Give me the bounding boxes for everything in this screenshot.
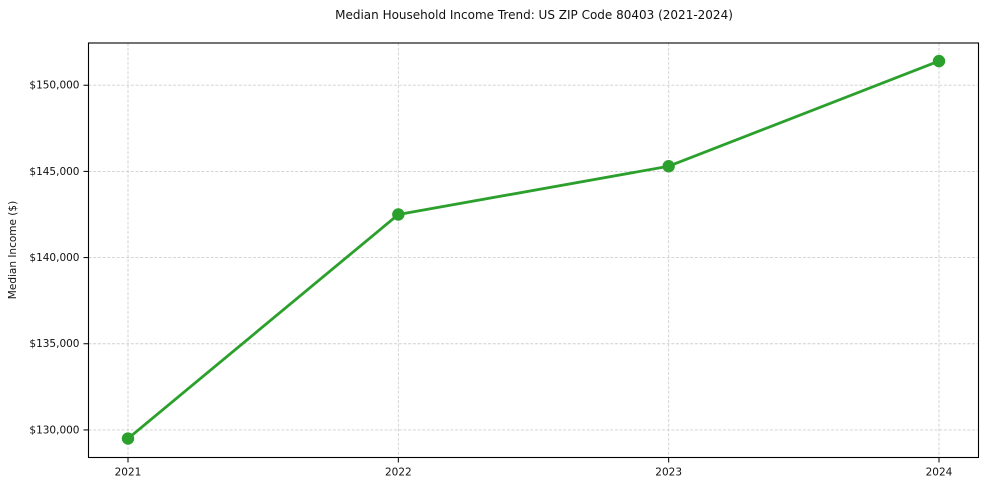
y-tick-label: $145,000 — [29, 166, 79, 178]
y-tick-label: $150,000 — [29, 80, 79, 92]
x-tick-label: 2022 — [385, 467, 412, 479]
income-trend-line — [126, 59, 941, 440]
chart-title: Median Household Income Trend: US ZIP Co… — [335, 8, 733, 22]
data-point-2024 — [932, 54, 946, 68]
x-tick-label: 2023 — [655, 467, 682, 479]
data-point-2021 — [121, 432, 135, 445]
x-tick-label: 2024 — [926, 467, 953, 479]
y-tick-label: $140,000 — [29, 252, 79, 264]
plot-border — [87, 42, 980, 459]
data-point-2023 — [662, 160, 675, 173]
data-point-2022 — [392, 208, 405, 221]
y-tick-label: $130,000 — [29, 424, 79, 436]
x-tick-label: 2021 — [115, 467, 142, 479]
y-tick-label: $135,000 — [29, 338, 79, 350]
